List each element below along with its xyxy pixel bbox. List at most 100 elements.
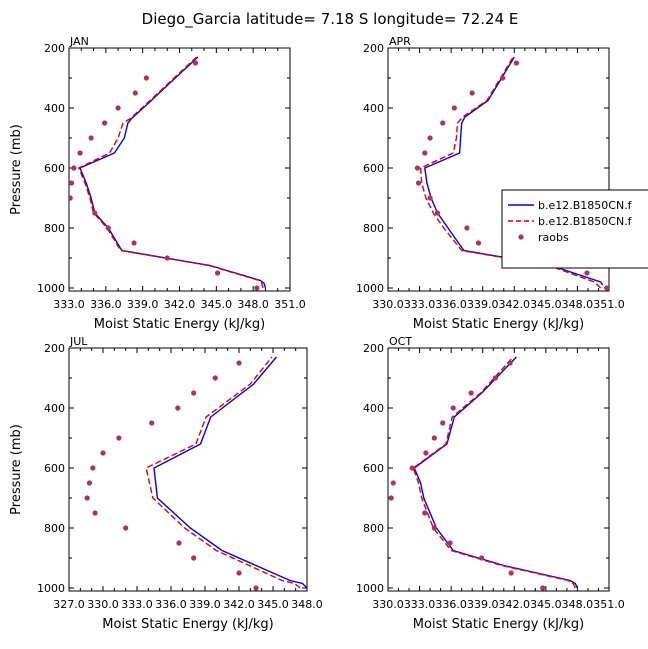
raobs-marker bbox=[236, 360, 242, 366]
y-tick-label: 200 bbox=[44, 342, 65, 355]
raobs-marker bbox=[149, 420, 155, 426]
x-tick-label: 351.0 bbox=[593, 598, 625, 611]
y-tick-label: 1000 bbox=[37, 582, 65, 595]
y-tick-label: 400 bbox=[44, 402, 65, 415]
x-tick-label: 336.0 bbox=[155, 598, 187, 611]
raobs-marker bbox=[92, 510, 98, 516]
raobs-marker bbox=[427, 195, 433, 201]
y-axis-title: Pressure (mb) bbox=[9, 424, 24, 515]
raobs-marker bbox=[88, 135, 94, 141]
y-tick-label: 800 bbox=[363, 522, 384, 535]
raobs-marker bbox=[409, 465, 415, 471]
raobs-marker bbox=[86, 480, 92, 486]
x-tick-label: 339.0 bbox=[467, 598, 499, 611]
raobs-marker bbox=[508, 570, 514, 576]
panel-oct: OCT 330.0 333.0 336.0 339.0 342.0 345.0 348.0 35… bbox=[356, 335, 625, 632]
raobs-marker bbox=[434, 210, 441, 216]
raobs-marker bbox=[212, 375, 218, 381]
raobs-marker bbox=[440, 420, 446, 426]
raobs-marker bbox=[447, 540, 453, 546]
raobs-marker bbox=[90, 465, 96, 471]
y-tick-label: 800 bbox=[44, 222, 65, 235]
x-tick-label: 336.0 bbox=[90, 298, 122, 311]
x-tick-label: 336.0 bbox=[435, 598, 467, 611]
x-tick-label: 333.0 bbox=[53, 298, 85, 311]
x-tick-label: 342.0 bbox=[499, 598, 531, 611]
x-tick-label: 336.0 bbox=[435, 298, 467, 311]
y-tick-label: 800 bbox=[44, 522, 65, 535]
x-tick-label: 333.0 bbox=[404, 298, 436, 311]
y-tick-label: 1000 bbox=[356, 282, 384, 295]
x-tick-label: 348.0 bbox=[562, 298, 594, 311]
x-tick-label: 330.0 bbox=[372, 298, 404, 311]
y-tick-label: 400 bbox=[44, 102, 65, 115]
series-line-dashed bbox=[77, 56, 264, 289]
raobs-marker bbox=[132, 90, 138, 96]
raobs-marker bbox=[431, 435, 437, 441]
raobs-marker bbox=[115, 105, 121, 111]
raobs-marker bbox=[492, 375, 498, 381]
panel-jul: JUL 327.0 330.0 333.0 336.0 339.0 342.0 345.0 34… bbox=[9, 335, 323, 632]
raobs-marker bbox=[164, 255, 170, 261]
raobs-marker bbox=[415, 180, 422, 186]
x-tick-label: 330.0 bbox=[372, 598, 404, 611]
raobs-marker bbox=[475, 240, 482, 246]
series-group bbox=[84, 356, 307, 591]
x-tick-label: 345.0 bbox=[530, 298, 562, 311]
y-tick-label: 600 bbox=[44, 162, 65, 175]
raobs-marker bbox=[191, 390, 197, 396]
panel-apr: APR 330.0 333.0 336.0 339.0 342.0 345.0 348.0 35… bbox=[356, 35, 625, 332]
legend-box bbox=[501, 189, 648, 269]
x-tick-label: 339.0 bbox=[127, 298, 159, 311]
y-tick-label: 200 bbox=[363, 342, 384, 355]
raobs-marker bbox=[123, 525, 129, 531]
x-tick-label: 342.0 bbox=[499, 298, 531, 311]
y-tick-label: 1000 bbox=[37, 282, 65, 295]
series-line-dashed bbox=[412, 356, 576, 589]
legend-label: b.e12.B1850CN.f bbox=[538, 199, 633, 212]
raobs-marker bbox=[469, 90, 475, 96]
raobs-marker bbox=[143, 75, 149, 81]
raobs-marker bbox=[423, 450, 429, 456]
y-tick-label: 800 bbox=[363, 222, 384, 235]
x-tick-label: 345.0 bbox=[530, 598, 562, 611]
raobs-marker bbox=[71, 165, 77, 171]
x-tick-label: 330.0 bbox=[87, 598, 119, 611]
legend-label: b.e12.B1850CN.f bbox=[538, 215, 633, 228]
raobs-marker bbox=[77, 150, 83, 156]
raobs-marker bbox=[507, 360, 513, 366]
raobs-marker bbox=[431, 525, 437, 531]
raobs-marker bbox=[451, 105, 457, 111]
raobs-marker bbox=[254, 285, 260, 291]
raobs-marker bbox=[116, 435, 122, 441]
x-tick-label: 333.0 bbox=[404, 598, 436, 611]
y-tick-label: 200 bbox=[44, 42, 65, 55]
figure-title: Diego_Garcia latitude= 7.18 S longitude=… bbox=[142, 10, 519, 29]
x-tick-label: 342.0 bbox=[223, 598, 255, 611]
raobs-marker bbox=[100, 450, 106, 456]
x-tick-label: 327.0 bbox=[53, 598, 85, 611]
y-tick-label: 400 bbox=[363, 102, 384, 115]
legend: b.e12.B1850CN.f b.e12.B1850CN.f raobs bbox=[501, 189, 648, 269]
series-line-solid bbox=[153, 356, 307, 589]
legend-label: raobs bbox=[538, 231, 569, 244]
raobs-marker bbox=[236, 570, 242, 576]
raobs-marker bbox=[105, 225, 111, 231]
x-axis-title: Moist Static Energy (kJ/kg) bbox=[102, 617, 273, 632]
plot-frame bbox=[387, 47, 610, 292]
x-axis-title: Moist Static Energy (kJ/kg) bbox=[413, 617, 584, 632]
raobs-marker bbox=[540, 585, 546, 591]
raobs-marker bbox=[468, 390, 474, 396]
y-tick-label: 600 bbox=[363, 462, 384, 475]
panel-label: OCT bbox=[389, 335, 412, 348]
raobs-marker bbox=[390, 480, 396, 486]
raobs-marker bbox=[102, 120, 108, 126]
x-tick-label: 345.0 bbox=[257, 598, 289, 611]
panel-label: APR bbox=[389, 35, 411, 48]
panel-label: JAN bbox=[69, 35, 89, 48]
x-axis-title: Moist Static Energy (kJ/kg) bbox=[413, 317, 584, 332]
raobs-marker bbox=[191, 555, 197, 561]
panel-label: JUL bbox=[69, 335, 88, 348]
series-group bbox=[69, 56, 267, 291]
